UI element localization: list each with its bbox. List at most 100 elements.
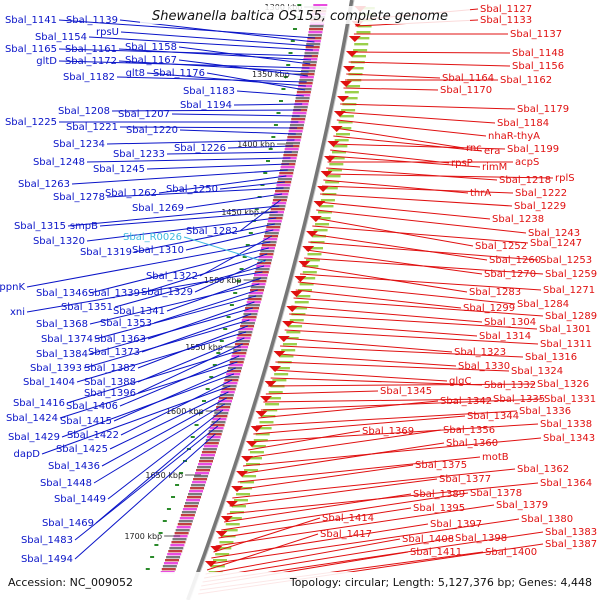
gene-label: Sbal_1379 <box>496 500 548 511</box>
gene-block <box>203 445 218 448</box>
gene-label: Sbal_1375 <box>415 460 467 471</box>
gene-block <box>288 130 303 133</box>
gene-label: glgC <box>449 376 471 387</box>
label-leader-line <box>277 353 457 367</box>
gene-block <box>182 508 197 511</box>
label-leader-line <box>101 397 227 467</box>
label-leader-line <box>270 377 483 386</box>
feature-dot <box>290 40 295 42</box>
reverse-gene-arrow <box>298 261 311 267</box>
gene-label: Sbal_1422 <box>67 430 119 441</box>
gene-block <box>309 25 324 28</box>
gene-label: Sbal_1362 <box>517 464 569 475</box>
label-leader-line <box>185 193 283 209</box>
gene-block <box>299 283 314 286</box>
gene-block <box>303 58 318 61</box>
gene-label: Sbal_1179 <box>517 104 569 115</box>
gene-block <box>275 367 290 370</box>
gene-block <box>274 373 289 376</box>
gene-block <box>302 64 317 67</box>
label-leader-line <box>205 538 401 575</box>
gene-label: Sbal_1207 <box>118 109 170 120</box>
gene-block <box>236 493 251 496</box>
gene-label: Sbal_1243 <box>528 228 580 239</box>
gene-label: Sbal_1351 <box>61 302 113 313</box>
gene-block <box>253 439 268 442</box>
label-leader-line <box>107 409 224 500</box>
gene-label: Sbal_1172 <box>65 56 117 67</box>
gene-label: Sbal_1364 <box>540 478 592 489</box>
gene-label: Sbal_1222 <box>515 188 567 199</box>
reverse-gene-arrow <box>337 96 349 102</box>
gene-label: Sbal_1404 <box>23 377 75 388</box>
gene-block <box>330 157 345 160</box>
reverse-gene-arrow <box>340 81 353 87</box>
gene-label: Sbal_1263 <box>18 179 70 190</box>
gene-block <box>309 247 324 250</box>
gene-block <box>332 151 347 154</box>
gene-block <box>293 106 308 109</box>
label-leader-line <box>333 135 483 152</box>
gene-block <box>343 97 358 100</box>
gene-block <box>280 166 295 169</box>
gene-block <box>283 154 298 157</box>
gene-label: Sbal_1301 <box>539 324 591 335</box>
gene-label: Sbal_1282 <box>186 226 238 237</box>
gene-block <box>333 145 348 148</box>
gene-label: Sbal_1406 <box>66 401 118 412</box>
gene-label: Sbal_1165 <box>5 44 57 55</box>
title-backdrop <box>140 6 470 24</box>
gene-block <box>201 451 216 454</box>
gene-label: Sbal_1408 <box>402 534 454 545</box>
gene-block <box>306 40 321 43</box>
feature-dot <box>279 100 283 102</box>
gene-block <box>167 553 182 556</box>
gene-block <box>263 238 278 241</box>
gene-block <box>245 304 260 307</box>
gene-label: Sbal_1283 <box>469 287 521 298</box>
label-leader-line <box>119 355 240 407</box>
feature-dot <box>242 256 247 258</box>
label-leader-line <box>239 199 281 232</box>
label-leader-line <box>61 373 235 438</box>
gene-block <box>357 25 372 28</box>
gene-block <box>193 478 208 481</box>
gene-label: Sbal_1448 <box>40 478 92 489</box>
gene-block <box>227 370 242 373</box>
gene-block <box>301 70 316 73</box>
feature-dot <box>198 412 203 414</box>
gene-block <box>246 463 261 466</box>
label-leader-line <box>183 236 266 263</box>
label-leader-line <box>89 283 260 325</box>
gene-label: Sbal_1329 <box>141 287 193 298</box>
gene-label: thrA <box>470 188 491 199</box>
gene-label: Sbal_1233 <box>113 149 165 160</box>
feature-dot <box>297 4 302 6</box>
gene-block <box>244 310 259 313</box>
gene-label: Sbal_1330 <box>458 361 510 372</box>
reverse-gene-arrow <box>343 66 356 72</box>
accession-text: Accession: NC_009052 <box>8 576 133 589</box>
gene-block <box>251 445 266 448</box>
gene-block <box>249 292 264 295</box>
label-leader-line <box>86 157 291 163</box>
label-leader-line <box>71 169 288 185</box>
label-leader-line <box>76 331 247 383</box>
label-leader-line <box>26 271 263 313</box>
gene-block <box>202 448 217 451</box>
reverse-gene-arrow <box>220 516 233 522</box>
kbp-tick-label: 1700 kbp <box>124 532 162 541</box>
label-leader-line <box>119 126 298 129</box>
gene-block <box>211 421 226 424</box>
kbp-tick-label: 1450 kbp <box>221 208 259 217</box>
gene-block <box>318 211 333 214</box>
label-leader-line <box>321 185 514 194</box>
gene-label: Sbal_1393 <box>30 363 82 374</box>
gene-label: Sbal_1416 <box>13 398 65 409</box>
gene-block <box>231 505 246 508</box>
topology-text: Topology: circular; Length: 5,127,376 bp… <box>289 576 592 589</box>
gene-label: Sbal_1319 <box>80 247 132 258</box>
gene-label: xni <box>10 307 25 318</box>
gene-block <box>281 349 296 352</box>
gene-block <box>339 115 354 118</box>
